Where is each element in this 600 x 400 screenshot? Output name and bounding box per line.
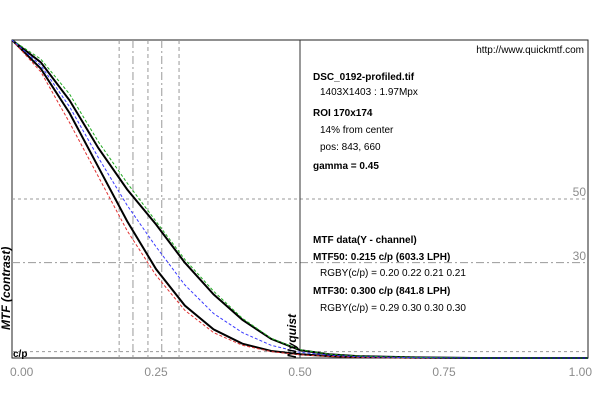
quickmtf-url: http://www.quickmtf.com [476,45,584,56]
ref-label-50: 50 [573,185,587,199]
x-tick-label: 0.50 [288,365,312,379]
mtf50-value: MTF50: 0.215 c/p (603.3 LPH) [313,252,450,263]
nyquist-label: Nyquist [285,313,299,358]
x-tick-label: 0.75 [432,365,456,379]
roi-position: pos: 843, 660 [320,142,381,153]
x-axis-unit-label: c/p [13,349,27,360]
series-lines [11,39,588,359]
roi-center-distance: 14% from center [320,125,394,136]
roi-size: ROI 170x174 [313,108,373,119]
image-dimensions: 1403X1403 : 1.97Mpx [320,87,418,98]
series-line-3 [11,39,588,359]
x-tick-label: 0.00 [10,365,34,379]
marker-lines [118,40,180,358]
rgby-mtf30: RGBY(c/p) = 0.29 0.30 0.30 0.30 [320,303,466,314]
x-tick-labels: 0.00 0.25 0.50 0.75 1.00 [10,365,592,379]
x-tick-label: 0.25 [144,365,168,379]
ref-label-30: 30 [573,249,587,263]
rgby-mtf50: RGBY(c/p) = 0.20 0.22 0.21 0.21 [320,268,466,279]
file-name: DSC_0192-profiled.tif [313,72,415,83]
gamma-value: gamma = 0.45 [313,161,379,172]
x-tick-label: 1.00 [569,365,593,379]
y-axis-label: MTF (contrast) [0,247,13,330]
reference-lines [12,40,588,358]
mtf-data-heading: MTF data(Y - channel) [313,235,417,246]
mtf30-value: MTF30: 0.300 c/p (841.8 LPH) [313,286,450,297]
series-line-2 [11,39,588,359]
series-line-4 [11,39,588,359]
